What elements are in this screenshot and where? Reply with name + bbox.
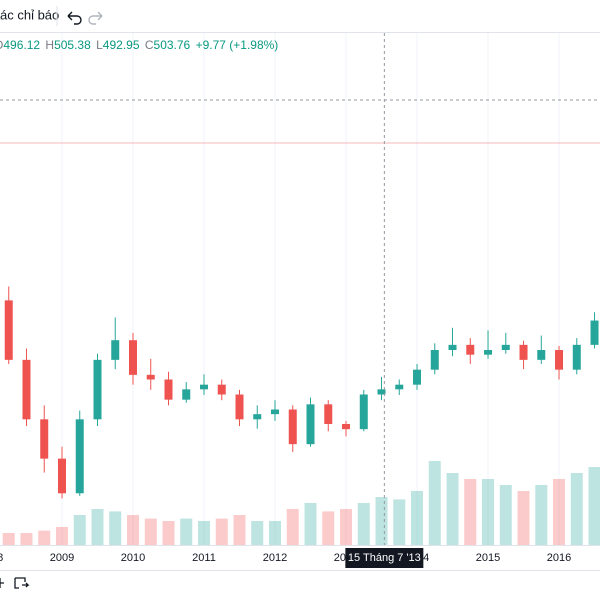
volume-bar (269, 521, 282, 545)
legend-high: 505.38 (54, 38, 91, 52)
candle-body (253, 414, 262, 420)
volume-bar (499, 485, 512, 545)
candle-body (111, 340, 120, 360)
volume-bar (251, 521, 264, 545)
candle-body (377, 389, 386, 395)
volume-bar (55, 527, 68, 545)
candle-body (4, 300, 13, 360)
candle-body (519, 344, 528, 360)
volume-bar (215, 518, 228, 545)
candle-body (555, 350, 564, 370)
candle-body (448, 344, 457, 351)
volume-bar (375, 497, 388, 545)
volume-bar (357, 503, 370, 545)
volume-bar (73, 515, 86, 545)
bottom-tool[interactable] (0, 578, 4, 588)
volume-bar (38, 530, 51, 545)
legend-l: L (96, 38, 103, 52)
volume-bar (109, 511, 122, 545)
legend-open: 496.12 (3, 38, 40, 52)
volume-bar (411, 491, 424, 545)
undo-button[interactable] (67, 11, 82, 25)
compare-button[interactable] (14, 577, 30, 589)
x-tick-label: 2008 (0, 552, 3, 564)
candle-body (164, 379, 173, 400)
volume-bar (198, 521, 210, 545)
x-tick-label: 2015 (476, 552, 500, 564)
volume-bar (91, 509, 104, 545)
candle-body (200, 384, 208, 390)
volume-bar (322, 511, 335, 545)
candle-body (590, 320, 599, 345)
top-toolbar (0, 0, 600, 32)
volume-bar (180, 518, 193, 545)
x-tick-label: 2009 (50, 552, 74, 564)
legend-low: 492.95 (103, 38, 140, 52)
x-tick-label: 2016 (547, 552, 571, 564)
candle-body (466, 344, 475, 355)
candle-body (501, 344, 510, 351)
candle-body (146, 374, 155, 380)
candle-body (288, 409, 297, 445)
volume-bar (428, 461, 441, 545)
x-tick-label: 2010 (121, 552, 145, 564)
legend-h: H (45, 38, 54, 52)
candle-body (22, 359, 31, 420)
candle-body (572, 344, 581, 370)
candle-body (324, 404, 333, 424)
legend-c: C (145, 38, 154, 52)
volume-bar (588, 467, 600, 545)
candle-body (413, 369, 422, 385)
legend-o: O (0, 38, 3, 52)
candle-body (93, 359, 102, 420)
x-tick-label: 2011 (192, 552, 216, 564)
candle-body (537, 350, 546, 360)
candle-body (484, 350, 493, 355)
volume-bar (464, 479, 477, 545)
candle-body (217, 384, 226, 395)
legend-change: +9.77 (+1.98%) (196, 38, 279, 52)
grid (61, 33, 560, 545)
candle-body (271, 409, 280, 415)
redo-button[interactable] (88, 11, 103, 25)
volume-bar (2, 533, 15, 545)
legend: O496.12 H505.38 L492.95 C503.76 +9.77 (+… (0, 38, 278, 52)
candle-body (182, 389, 191, 400)
candle-body (395, 384, 404, 390)
volume-bar (517, 491, 530, 545)
candle-body (342, 423, 351, 430)
candle-body (75, 419, 84, 494)
volume-bar (340, 509, 353, 545)
candle-body (57, 458, 66, 494)
candle-body (359, 394, 368, 430)
series (2, 286, 600, 545)
volume-bar (304, 503, 317, 545)
volume-bar (482, 479, 495, 545)
candle-body (235, 394, 244, 420)
volume-bar (286, 509, 299, 545)
candle-body (430, 350, 439, 370)
candle-body (306, 404, 315, 445)
volume-bar (233, 515, 246, 545)
volume-bar (126, 515, 139, 545)
volume-bar (162, 521, 175, 545)
time-axis: 200820092010201120122013201420152016 (0, 552, 571, 564)
volume-bar (446, 473, 459, 545)
volume-bar (20, 533, 33, 545)
volume-bar (393, 499, 406, 545)
x-tick-label: 2012 (263, 552, 287, 564)
candle-body (128, 340, 137, 375)
volume-bar (553, 479, 566, 545)
volume-bar (570, 473, 583, 545)
indicators-button[interactable]: ác chỉ báo (0, 7, 59, 22)
crosshair-label-box (345, 548, 424, 568)
legend-close: 503.76 (154, 38, 191, 52)
crosshair-label: 15 Tháng 7 '13 (348, 552, 421, 564)
volume-bar (535, 485, 548, 545)
candle-body (40, 419, 49, 459)
volume-bar (144, 518, 157, 545)
